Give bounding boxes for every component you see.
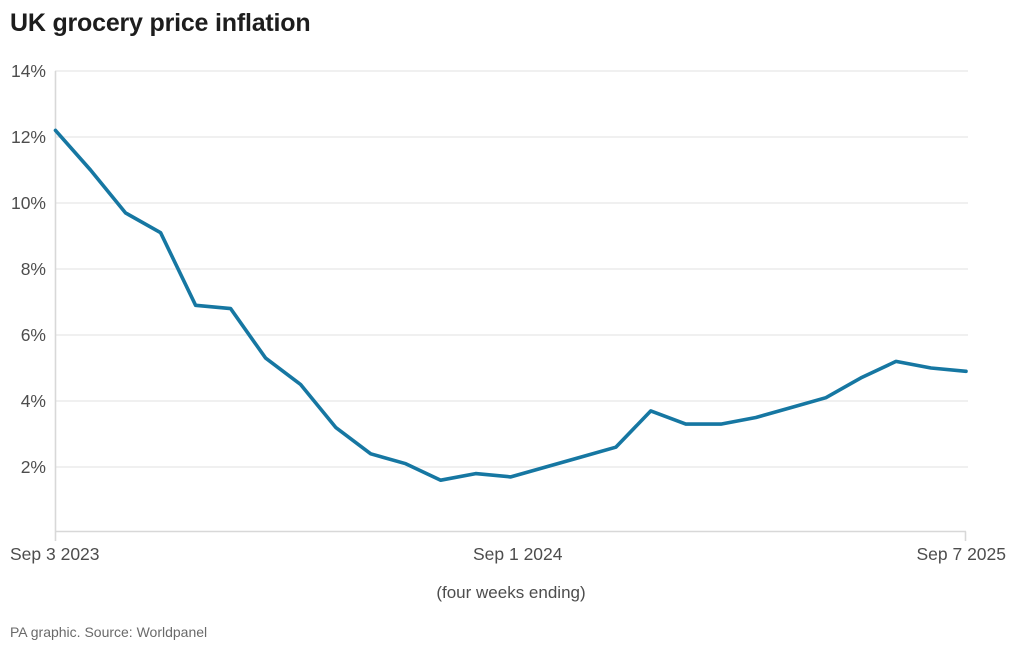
source-credit: PA graphic. Source: Worldpanel: [10, 624, 208, 640]
y-tick-label: 14%: [11, 61, 46, 81]
chart-title: UK grocery price inflation: [10, 9, 311, 37]
x-tick-label: Sep 3 2023: [10, 544, 100, 564]
x-tick-label: Sep 1 2024: [473, 544, 563, 564]
y-tick-label: 10%: [11, 193, 46, 213]
x-axis-title: (four weeks ending): [436, 583, 585, 602]
y-tick-label: 2%: [21, 457, 46, 477]
y-tick-label: 4%: [21, 391, 46, 411]
y-tick-label: 8%: [21, 259, 46, 279]
x-tick-label: Sep 7 2025: [916, 544, 1006, 564]
y-tick-label: 6%: [21, 325, 46, 345]
y-tick-label: 12%: [11, 127, 46, 147]
inflation-line: [53, 128, 968, 483]
